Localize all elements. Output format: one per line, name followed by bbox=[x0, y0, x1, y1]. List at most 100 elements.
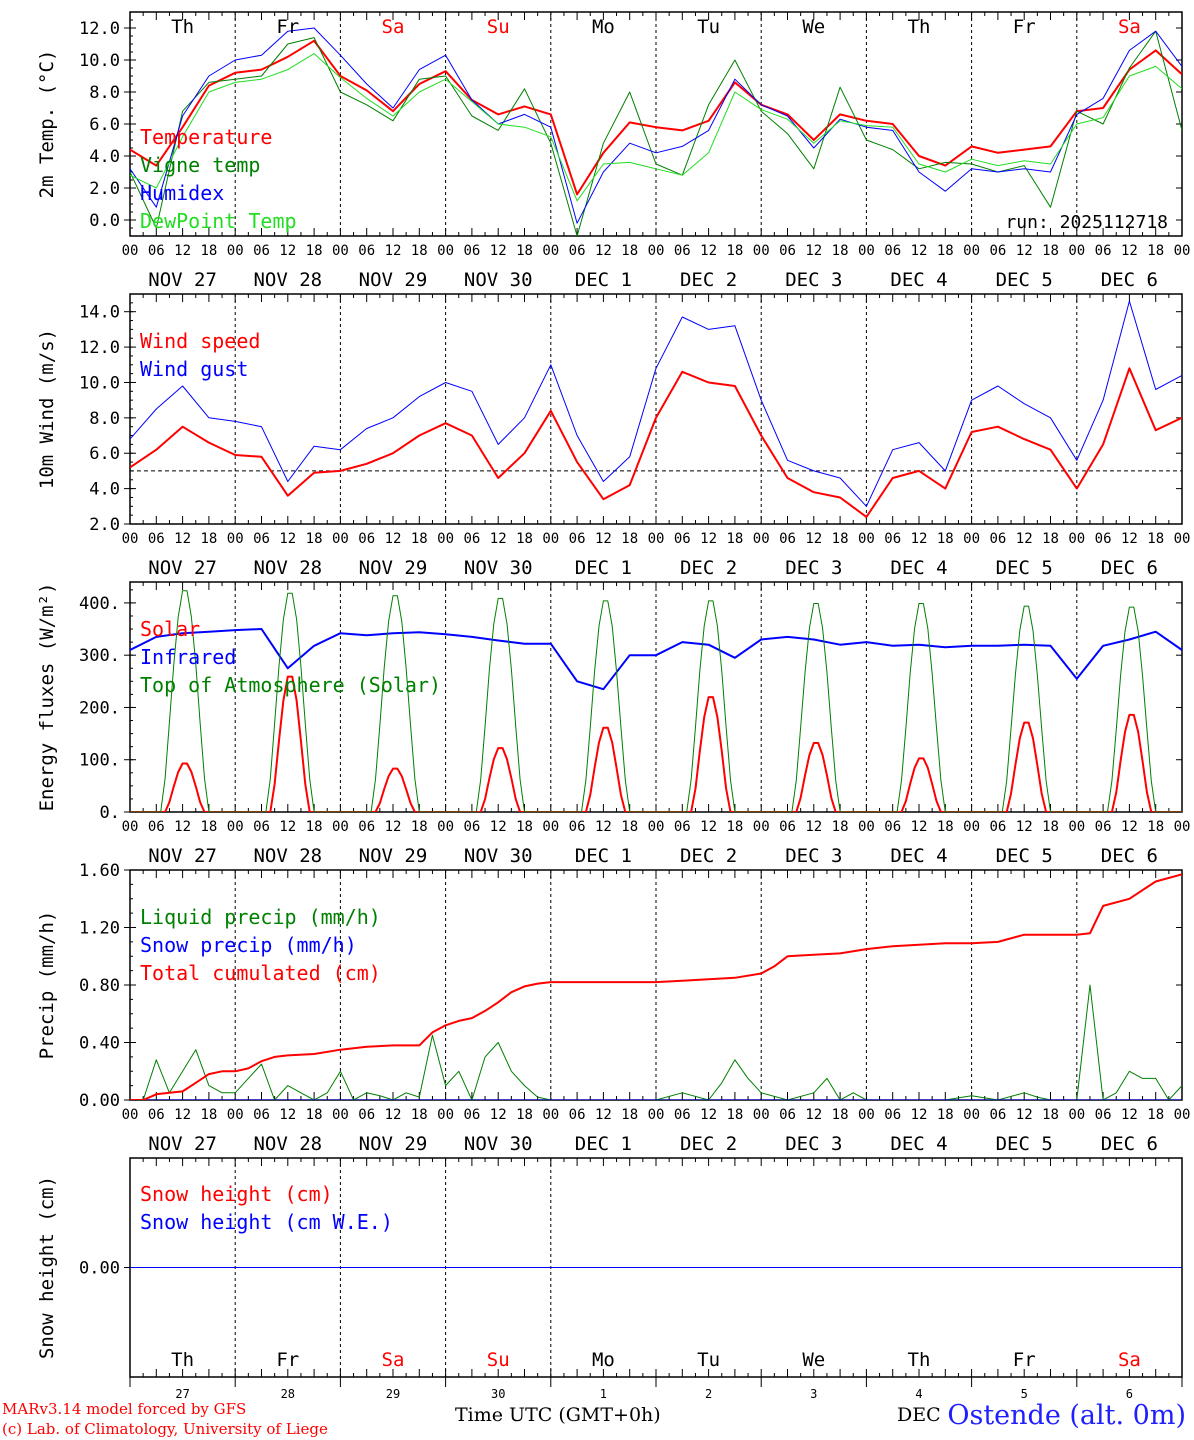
wind-hour-label: 12 bbox=[700, 531, 717, 547]
energy-date-label: NOV 27 bbox=[148, 845, 217, 867]
energy-hour-label: 18 bbox=[726, 819, 743, 835]
temp-hour-label: 00 bbox=[122, 243, 139, 259]
wind-hour-label: 18 bbox=[832, 531, 849, 547]
precip-hour-label: 00 bbox=[332, 1107, 349, 1123]
wind-y-tick-label: 6.0 bbox=[89, 444, 120, 464]
temp-hour-label: 00 bbox=[1068, 243, 1085, 259]
precip-hour-label: 12 bbox=[1016, 1107, 1033, 1123]
temp-weekday-label: Th bbox=[171, 16, 194, 38]
precip-legend-item: Total cumulated (cm) bbox=[140, 961, 381, 985]
temp-hour-label: 18 bbox=[1042, 243, 1059, 259]
energy-hour-label: 00 bbox=[542, 819, 559, 835]
precip-hour-label: 00 bbox=[542, 1107, 559, 1123]
temp-hour-label: 12 bbox=[279, 243, 296, 259]
energy-hour-label: 00 bbox=[1174, 819, 1191, 835]
snow-weekday-label: Th bbox=[171, 1349, 194, 1371]
bottom-day-number: 2 bbox=[705, 1387, 712, 1401]
wind-hour-label: 12 bbox=[911, 531, 928, 547]
energy-series-top-of-atmosphere-solar- bbox=[130, 590, 1182, 812]
wind-y-tick-label: 4.0 bbox=[89, 480, 120, 500]
energy-hour-label: 18 bbox=[1147, 819, 1164, 835]
temp-date-label: DEC 5 bbox=[996, 269, 1053, 291]
temp-weekday-label: Tu bbox=[697, 16, 720, 38]
temp-y-axis-label: 2m Temp. (°C) bbox=[36, 50, 58, 199]
station-name: Ostende (alt. 0m) bbox=[947, 1400, 1186, 1431]
temp-y-tick-label: 12.0 bbox=[79, 19, 120, 39]
precip-y-tick-label: 0.80 bbox=[79, 976, 120, 996]
precip-hour-label: 06 bbox=[1095, 1107, 1112, 1123]
precip-hour-label: 12 bbox=[490, 1107, 507, 1123]
energy-hour-label: 06 bbox=[358, 819, 375, 835]
snow-weekday-label: Su bbox=[487, 1349, 510, 1371]
temp-legend-item: Temperature bbox=[140, 125, 272, 149]
precip-y-tick-label: 1.60 bbox=[79, 861, 120, 881]
temp-y-tick-label: 6.0 bbox=[89, 115, 120, 135]
precip-y-tick-label: 1.20 bbox=[79, 919, 120, 939]
energy-hour-label: 06 bbox=[253, 819, 270, 835]
energy-hour-label: 00 bbox=[858, 819, 875, 835]
wind-hour-label: 12 bbox=[279, 531, 296, 547]
wind-date-label: DEC 3 bbox=[785, 557, 842, 579]
energy-hour-label: 06 bbox=[779, 819, 796, 835]
energy-legend-item: Solar bbox=[140, 617, 200, 641]
precip-date-label: NOV 30 bbox=[464, 1133, 533, 1155]
precip-date-label: NOV 28 bbox=[253, 1133, 322, 1155]
temp-frame bbox=[129, 11, 1183, 237]
precip-hour-label: 18 bbox=[411, 1107, 428, 1123]
precip-hour-label: 12 bbox=[385, 1107, 402, 1123]
precip-series-group bbox=[130, 873, 1182, 1100]
temp-hour-label: 18 bbox=[937, 243, 954, 259]
wind-hour-label: 00 bbox=[332, 531, 349, 547]
wind-date-label: NOV 29 bbox=[359, 557, 428, 579]
energy-hour-label: 00 bbox=[963, 819, 980, 835]
energy-y-tick-label: 400. bbox=[79, 594, 120, 614]
temp-date-label: DEC 3 bbox=[785, 269, 842, 291]
precip-hour-label: 12 bbox=[700, 1107, 717, 1123]
run-label: run: 2025112718 bbox=[1005, 212, 1168, 233]
energy-date-label: DEC 2 bbox=[680, 845, 737, 867]
wind-series-wind-speed bbox=[130, 367, 1182, 518]
temp-hour-label: 00 bbox=[542, 243, 559, 259]
bottom-day-number: 28 bbox=[281, 1387, 295, 1401]
month-label: DEC bbox=[897, 1404, 941, 1426]
temp-series-vigne-temp bbox=[130, 30, 1182, 236]
wind-date-label: DEC 4 bbox=[890, 557, 947, 579]
temp-y-tick-label: 2.0 bbox=[89, 179, 120, 199]
bottom-day-number: 4 bbox=[915, 1387, 922, 1401]
precip-hour-label: 00 bbox=[122, 1107, 139, 1123]
temp-series-group bbox=[130, 27, 1182, 236]
temp-date-label: NOV 29 bbox=[359, 269, 428, 291]
bottom-day-number: 6 bbox=[1126, 1387, 1133, 1401]
precip-date-label: DEC 6 bbox=[1101, 1133, 1158, 1155]
temp-weekday-label: Su bbox=[487, 16, 510, 38]
temp-weekday-label: Th bbox=[908, 16, 931, 38]
precip-hour-label: 00 bbox=[963, 1107, 980, 1123]
wind-hour-label: 00 bbox=[1174, 531, 1191, 547]
precip-legend-item: Liquid precip (mm/h) bbox=[140, 905, 381, 929]
temp-hour-label: 18 bbox=[832, 243, 849, 259]
precip-date-label: NOV 29 bbox=[359, 1133, 428, 1155]
precip-hour-label: 12 bbox=[595, 1107, 612, 1123]
temp-series-temperature bbox=[130, 39, 1182, 196]
snow-weekday-label: Sa bbox=[382, 1349, 405, 1371]
energy-hour-label: 12 bbox=[490, 819, 507, 835]
wind-hour-label: 12 bbox=[490, 531, 507, 547]
wind-hour-label: 06 bbox=[148, 531, 165, 547]
wind-date-label: DEC 2 bbox=[680, 557, 737, 579]
wind-y-tick-label: 14.0 bbox=[79, 303, 120, 323]
snow-panel: 0.00 Snow height (cm) Snow height (cm) Snow… bbox=[36, 1157, 1183, 1401]
wind-hour-label: 06 bbox=[569, 531, 586, 547]
precip-hour-label: 00 bbox=[437, 1107, 454, 1123]
temp-date-label: DEC 2 bbox=[680, 269, 737, 291]
wind-hour-label: 06 bbox=[884, 531, 901, 547]
energy-hour-label: 00 bbox=[437, 819, 454, 835]
energy-date-label: DEC 5 bbox=[996, 845, 1053, 867]
wind-hour-label: 00 bbox=[542, 531, 559, 547]
energy-date-label: DEC 6 bbox=[1101, 845, 1158, 867]
temp-weekday-label: Sa bbox=[1118, 16, 1141, 38]
wind-hour-label: 00 bbox=[122, 531, 139, 547]
snow-legend-item: Snow height (cm) bbox=[140, 1182, 333, 1206]
energy-series-infrared bbox=[130, 628, 1182, 691]
precip-hour-label: 00 bbox=[1068, 1107, 1085, 1123]
wind-date-label: DEC 1 bbox=[575, 557, 632, 579]
